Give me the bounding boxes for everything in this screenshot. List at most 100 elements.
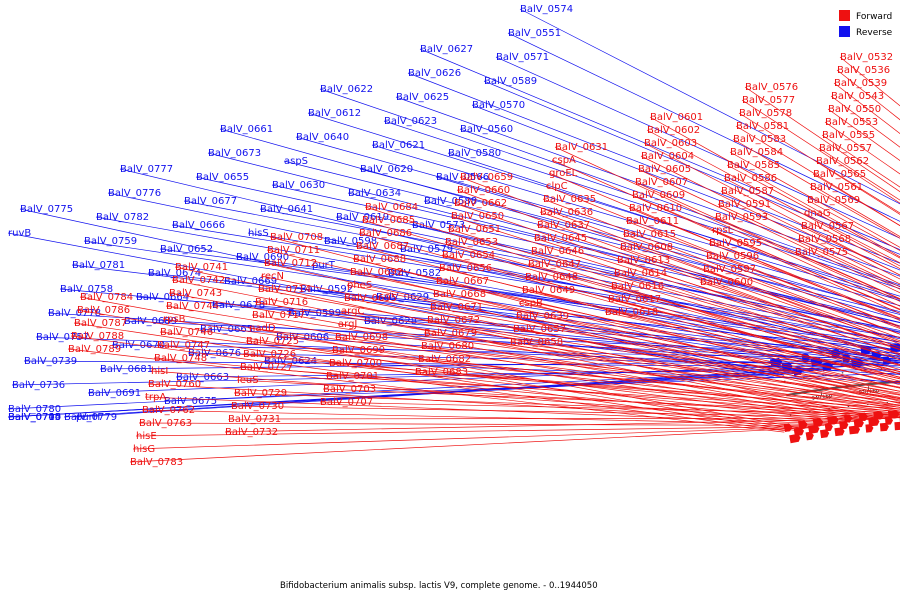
label-leader (507, 32, 900, 222)
gene-label: argC (341, 306, 364, 317)
label-leader (323, 240, 900, 343)
label-leader (450, 215, 900, 361)
label-leader (741, 99, 900, 204)
gene-label: BalV_0621 (372, 140, 425, 151)
label-leader (429, 306, 900, 392)
gene-label: BalV_0611 (626, 216, 679, 227)
label-leader (395, 96, 900, 277)
gene-label: BalV_0620 (360, 164, 413, 175)
label-leader (230, 405, 900, 419)
gene-label: BalV_0784 (80, 292, 133, 303)
gene-label: BalV_0660 (457, 185, 510, 196)
label-leader (355, 245, 900, 386)
label-leader (604, 311, 900, 380)
gene-label: BalV_0650 (451, 211, 504, 222)
gene-label: BalV_0610 (629, 203, 682, 214)
gene-label: BalV_0760 (148, 379, 201, 390)
gene-label: BalV_0619 (336, 212, 389, 223)
gene-label: BalV_0631 (555, 142, 608, 153)
gene-label: BalV_0655 (196, 172, 249, 183)
gene-label: BalV_0600 (700, 277, 753, 288)
label-leader (521, 289, 900, 378)
gene-label: BalV_0740 (8, 412, 61, 423)
gene-label: BalV_0649 (522, 285, 575, 296)
label-leader (132, 426, 815, 450)
label-leader (346, 284, 900, 395)
gene-label: nadD (249, 323, 276, 334)
gene-label: BalV_0599 (288, 308, 341, 319)
gene-label: hisI (151, 366, 168, 377)
label-leader (233, 392, 900, 418)
gene-label: BalV_0641 (260, 204, 313, 215)
gene-label: BalV_0714 (258, 284, 311, 295)
gene-label: BalV_0652 (160, 244, 213, 255)
label-leader (420, 345, 900, 403)
scale-tick-label: 940 kbp (811, 393, 832, 402)
gene-label: BalV_0659 (460, 172, 513, 183)
label-leader (515, 315, 900, 389)
gene-label: BalV_0732 (225, 427, 278, 438)
gene-label: BalV_0687 (356, 241, 409, 252)
legend-reverse-label: Reverse (856, 28, 893, 38)
gene-label: BalV_0583 (733, 134, 786, 145)
gene-label: BalV_0703 (323, 384, 376, 395)
gene-label: BalV_0567 (801, 221, 854, 232)
label-leader (435, 280, 900, 384)
gene-label: BalV_0570 (472, 100, 525, 111)
label-leader (714, 216, 900, 300)
label-leader (144, 396, 835, 425)
label-leader (119, 168, 900, 356)
label-leader (375, 296, 900, 374)
gene-label: BalV_0788 (71, 331, 124, 342)
label-leader (634, 181, 900, 302)
label-leader (23, 360, 844, 368)
gene-label: BalV_0593 (715, 212, 768, 223)
gene-label: BalV_0647 (528, 259, 581, 270)
gene-label: BalV_0742 (172, 275, 225, 286)
gene-label: BalV_0692 (350, 267, 403, 278)
label-leader (171, 279, 881, 420)
gene-label: BalV_0543 (831, 91, 884, 102)
gene-label: BalV_0630 (272, 180, 325, 191)
gene-label: BalV_0746 (160, 327, 213, 338)
gene-label: BalV_0680 (421, 341, 474, 352)
label-leader (705, 255, 900, 329)
gene-label: BalV_0637 (537, 220, 590, 231)
label-leader (76, 309, 800, 430)
gene-label: BalV_0550 (828, 104, 881, 115)
label-leader (459, 176, 900, 345)
gene-label: BalV_0603 (644, 138, 697, 149)
gene-label: BalV_0615 (623, 229, 676, 240)
label-leader (548, 172, 900, 321)
gene-label: BalV_0775 (20, 204, 73, 215)
forward-gene (834, 427, 845, 437)
gene-label: purT (312, 260, 336, 271)
label-leader (423, 200, 900, 327)
label-leader (307, 112, 900, 297)
label-leader (411, 224, 900, 340)
gene-label: BalV_0777 (120, 164, 173, 175)
gene-label: BalV_0596 (706, 251, 759, 262)
label-leader (248, 327, 900, 413)
label-leader (359, 168, 900, 313)
gene-label: BalV_0648 (525, 272, 578, 283)
label-leader (371, 144, 900, 301)
gene-label: BalV_0577 (742, 95, 795, 106)
label-leader (637, 168, 900, 294)
gene-label: BalV_0669 (224, 276, 277, 287)
gene-label: BalV_0571 (496, 52, 549, 63)
gene-label: BalV_0690 (236, 252, 289, 263)
label-leader (165, 305, 871, 421)
label-leader (358, 232, 900, 382)
gene-label: argJ (338, 319, 357, 330)
gene-label: BalV_0574 (520, 4, 573, 15)
gene-label: BalV_0565 (813, 169, 866, 180)
gene-label: BalV_0700 (329, 358, 382, 369)
forward-gene (865, 424, 874, 433)
gene-label: purH (76, 412, 100, 423)
gene-label: BalV_0727 (240, 362, 293, 373)
label-leader (257, 288, 900, 408)
label-leader (459, 128, 900, 286)
label-leader (622, 233, 900, 335)
gene-label: BalV_0729 (234, 388, 287, 399)
